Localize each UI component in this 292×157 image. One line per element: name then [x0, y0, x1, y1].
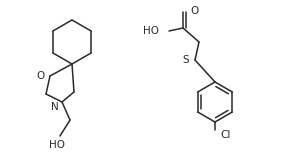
Text: HO: HO: [143, 26, 159, 36]
Text: S: S: [182, 55, 189, 65]
Text: O: O: [37, 71, 45, 81]
Text: Cl: Cl: [220, 130, 230, 140]
Text: N: N: [51, 102, 59, 112]
Text: HO: HO: [49, 140, 65, 150]
Text: O: O: [190, 6, 198, 16]
